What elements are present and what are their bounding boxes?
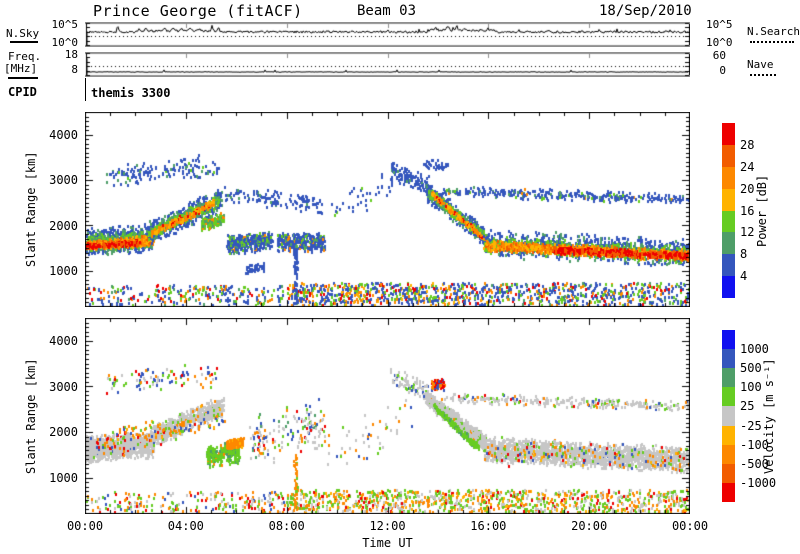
power-colorbar-title: Power [dB] [755, 174, 769, 247]
velocity-colorbar-label: 100 [740, 380, 762, 395]
x-tick-label: 08:00 [268, 519, 305, 533]
nsearch-ytick-lo: 10^0 [706, 36, 733, 49]
freq-label-line2: [MHz] [4, 62, 38, 75]
nsearch-dotted-legend-line [750, 41, 794, 43]
velocity-colorbar-label: -100 [740, 437, 769, 452]
cpid-label: CPID [8, 85, 37, 99]
velocity-colorbar-label: -500 [740, 456, 769, 471]
nave-dotted-legend-line [750, 74, 776, 76]
velocity-colorbar-labels: 1000 500 100 25 -25 -100 -500 -1000 [740, 330, 786, 502]
power-colorbar-label: 8 [740, 247, 748, 262]
power-ytick-label: 1000 [49, 263, 78, 278]
freq-ytick-lo: 8 [71, 63, 78, 76]
page-title: Prince George (fitACF) [93, 2, 303, 20]
power-colorbar-segment [722, 276, 735, 298]
nave-ytick-hi: 60 [712, 49, 726, 62]
x-tick-label: 00:00 [66, 519, 104, 533]
velocity-colorbar-segment [722, 349, 735, 369]
velocity-colorbar-segment [722, 330, 735, 350]
x-tick-label: 20:00 [571, 519, 608, 533]
velocity-colorbar-segment [722, 406, 735, 426]
x-tick-labels: 00:00 04:00 08:00 12:00 16:00 20:00 00:00 [67, 519, 708, 533]
x-tick-label: 16:00 [470, 519, 507, 533]
velocity-colorbar-title: Velocity [m s⁻¹] [762, 358, 776, 474]
velocity-colorbar-segment [722, 444, 735, 464]
velocity-ytick-label: 3000 [49, 379, 78, 394]
power-colorbar-segment [722, 210, 735, 233]
velocity-colorbar-label: 500 [740, 361, 762, 376]
date-label: 18/Sep/2010 [599, 3, 692, 19]
cpid-tick-line [85, 78, 86, 101]
velocity-colorbar-segment [722, 482, 735, 502]
x-tick-label: 00:00 [671, 519, 709, 533]
power-ytick-label: 2000 [49, 218, 78, 233]
nave-ytick-lo: 0 [719, 64, 726, 77]
frequency-panel-plot [85, 52, 690, 77]
power-ytick-label: 3000 [49, 173, 78, 188]
velocity-colorbar-label: 1000 [740, 342, 769, 357]
power-colorbar-label: 4 [740, 269, 748, 284]
power-colorbar-label: 24 [740, 159, 755, 174]
power-colorbar-segment [722, 144, 735, 167]
noise-panel-plot [85, 22, 690, 47]
nsky-label: N.Sky [6, 27, 40, 40]
velocity-ytick-labels: 4000 3000 2000 1000 [28, 334, 78, 485]
power-colorbar-segment [722, 166, 735, 189]
power-ytick-label: 4000 [49, 128, 78, 142]
power-panel-plot [85, 112, 690, 307]
freq-ytick-hi: 18 [64, 48, 78, 61]
nsearch-ytick-hi: 10^5 [706, 18, 733, 31]
power-colorbar [722, 123, 735, 298]
velocity-panel-plot [85, 318, 690, 514]
velocity-colorbar-segment [722, 368, 735, 388]
velocity-colorbar-segment [722, 387, 735, 407]
velocity-ytick-label: 2000 [49, 425, 78, 440]
x-tick-label: 12:00 [369, 519, 406, 533]
nave-label: Nave [747, 58, 774, 71]
power-colorbar-segment [722, 188, 735, 211]
power-colorbar-segment [722, 254, 735, 277]
power-colorbar-segment [722, 232, 735, 255]
velocity-colorbar-label: -1000 [740, 475, 777, 490]
nsky-solid-legend-line [10, 41, 38, 43]
power-ytick-labels: 4000 3000 2000 1000 [28, 128, 78, 278]
power-colorbar-label: 12 [740, 225, 755, 240]
x-tick-label: 04:00 [167, 519, 204, 533]
power-colorbar-segment [722, 123, 735, 145]
cpid-value: themis 3300 [91, 86, 171, 100]
velocity-ytick-label: 4000 [49, 334, 78, 348]
freq-solid-legend-line [8, 77, 38, 79]
beam-label: Beam 03 [357, 3, 417, 19]
velocity-colorbar-segment [722, 463, 735, 483]
velocity-ytick-label: 1000 [49, 470, 78, 485]
nsky-ytick-lo: 10^0 [51, 36, 79, 49]
power-colorbar-labels: 28 24 20 16 12 8 4 [740, 123, 780, 298]
nsky-ytick-hi: 10^5 [51, 18, 79, 31]
velocity-colorbar [722, 330, 735, 502]
velocity-colorbar-label: 25 [740, 399, 755, 414]
power-colorbar-label: 20 [740, 181, 755, 196]
power-colorbar-label: 28 [740, 137, 755, 152]
velocity-colorbar-segment [722, 425, 735, 445]
velocity-colorbar-label: -25 [740, 418, 762, 433]
power-colorbar-label: 16 [740, 203, 755, 218]
freq-label-line1: Freq. [8, 50, 42, 63]
nsearch-label: N.Search [747, 25, 800, 38]
x-axis-title: Time UT [362, 536, 413, 550]
